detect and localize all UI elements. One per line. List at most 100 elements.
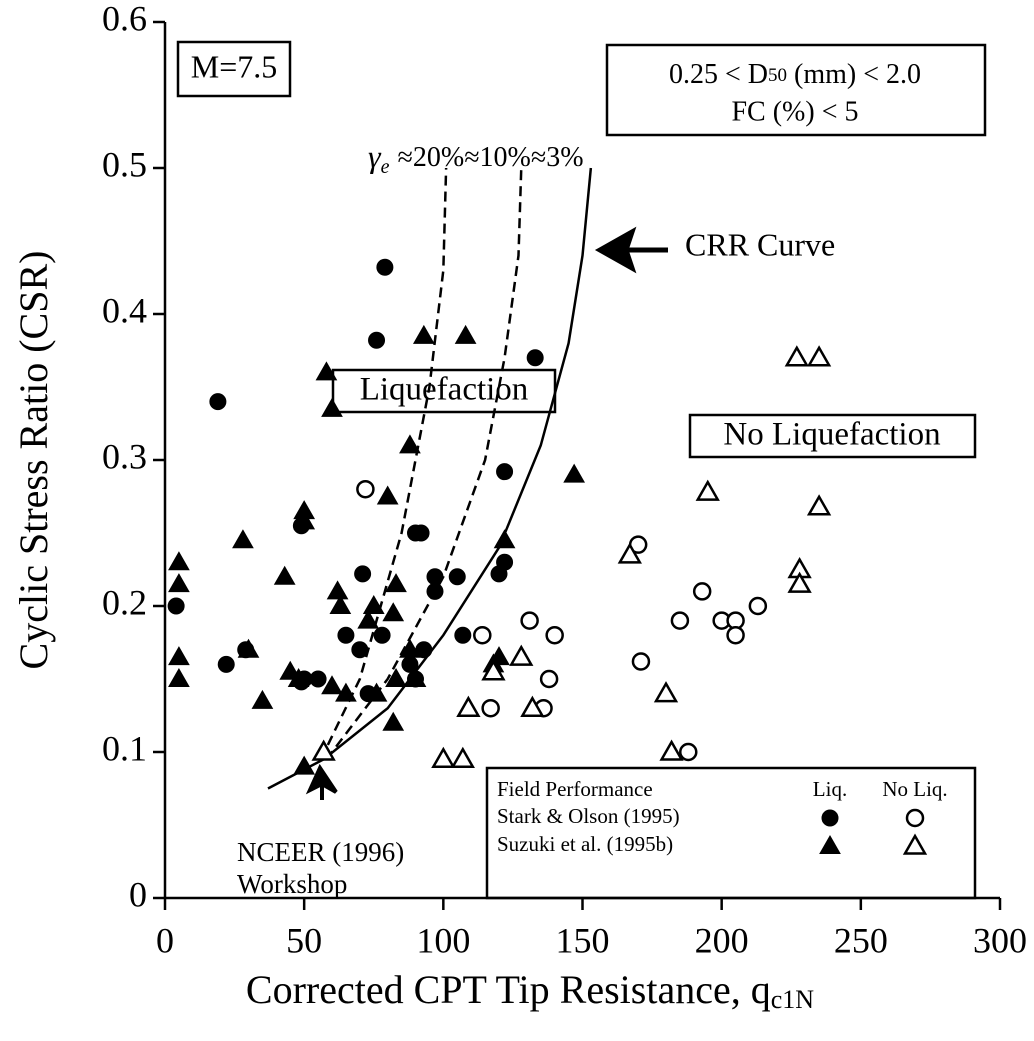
strain-label: γe ≈20%≈10%≈3%: [368, 138, 584, 177]
point-triangle: [335, 682, 357, 702]
point-triangle: [659, 739, 684, 761]
point-triangle: [293, 755, 316, 775]
point-circle: [354, 565, 372, 583]
noliq-label: No Liquefaction: [723, 417, 940, 453]
fines: FC (%) < 5: [731, 96, 858, 127]
y-tick-label: 0.1: [102, 728, 147, 768]
legend-title: Field Performance: [497, 777, 653, 801]
curve: [319, 167, 448, 760]
crr-arrow: [594, 226, 668, 274]
y-tick-label: 0.2: [102, 582, 147, 622]
point-triangle: [168, 573, 190, 593]
point-circle: [337, 626, 355, 644]
point-triangle: [329, 594, 352, 614]
point-triangle: [806, 345, 832, 367]
point-circle: [309, 670, 327, 688]
point-triangle: [293, 510, 316, 530]
x-label-main: Corrected CPT Tip Resistance, q: [246, 967, 771, 1012]
point-circle: [496, 553, 514, 571]
point-circle: [545, 625, 564, 645]
legend-column: No Liq.: [882, 777, 947, 801]
point-circle: [679, 742, 698, 762]
point-circle: [539, 669, 559, 689]
point-circle: [426, 582, 444, 600]
point-circle: [217, 655, 235, 673]
point-circle: [631, 652, 651, 671]
point-circle: [692, 582, 712, 601]
point-circle: [473, 625, 492, 645]
strain-symbol: γ: [368, 138, 382, 174]
point-triangle: [385, 573, 407, 593]
noliq-box: [688, 413, 977, 459]
legend-swatch: [905, 808, 925, 828]
point-circle: [356, 479, 375, 499]
grain-box: [605, 43, 987, 137]
y-axis-label: Cyclic Stress Ratio (CSR): [11, 251, 56, 670]
x-tick-label: 50: [286, 920, 322, 960]
point-triangle: [404, 667, 427, 687]
grain-sub: 50: [768, 65, 787, 86]
curve: [267, 167, 593, 790]
legend-label: Stark & Olson (1995): [497, 804, 680, 828]
point-triangle: [365, 682, 388, 702]
x-tick-label: 200: [695, 920, 749, 960]
y-tick-label: 0: [129, 874, 147, 914]
point-circle: [426, 568, 444, 586]
y-tick-label: 0.3: [102, 436, 147, 476]
point-triangle: [695, 479, 720, 501]
point-circle: [726, 625, 745, 645]
grain-pre: 0.25 < D: [669, 59, 768, 90]
point-triangle: [617, 542, 642, 564]
x-tick-label: 150: [556, 920, 610, 960]
legend-column: Liq.: [813, 777, 847, 801]
point-triangle: [784, 345, 809, 367]
point-triangle: [431, 746, 456, 769]
point-circle: [748, 596, 768, 616]
point-triangle: [653, 681, 679, 703]
strain-levels: ≈20%≈10%≈3%: [398, 142, 584, 173]
point-circle: [520, 611, 539, 630]
point-triangle: [399, 638, 421, 658]
point-triangle: [454, 324, 477, 344]
liq-label: Liquefaction: [360, 372, 529, 408]
point-triangle: [321, 397, 343, 417]
point-triangle: [787, 571, 812, 593]
legend-label: Suzuki et al. (1995b): [497, 832, 673, 856]
point-triangle: [399, 434, 421, 454]
point-triangle: [168, 667, 190, 687]
point-circle: [368, 331, 386, 349]
point-circle: [351, 641, 369, 659]
point-triangle: [315, 361, 338, 381]
x-label-sub: c1N: [771, 985, 815, 1014]
point-triangle: [382, 711, 405, 731]
point-triangle: [326, 580, 349, 600]
point-triangle: [251, 689, 274, 709]
point-triangle: [311, 739, 336, 761]
point-triangle: [376, 485, 399, 505]
point-triangle: [412, 324, 435, 344]
point-triangle: [456, 695, 481, 717]
point-triangle: [450, 746, 475, 769]
point-triangle: [385, 667, 407, 687]
point-circle: [496, 463, 514, 481]
strain-sub: e: [381, 156, 390, 178]
point-triangle: [232, 529, 254, 549]
point-triangle: [168, 551, 190, 571]
nceer-label-2: Workshop: [237, 869, 347, 899]
x-axis-label: Corrected CPT Tip Resistance, qc1N: [246, 967, 814, 1014]
point-circle: [376, 258, 394, 276]
point-circle: [454, 626, 472, 644]
point-triangle: [481, 659, 506, 681]
magnitude: M=7.5: [191, 48, 278, 84]
point-triangle: [237, 638, 260, 658]
nceer-label: NCEER (1996): [237, 837, 404, 867]
point-triangle: [520, 695, 545, 717]
x-tick-label: 0: [156, 920, 174, 960]
point-circle: [373, 626, 391, 644]
grain-post: (mm) < 2.0: [787, 59, 921, 90]
nceer-arrow: [305, 763, 338, 800]
grain-range: 0.25 < D50 (mm) < 2.0: [669, 59, 921, 90]
point-circle: [526, 349, 544, 367]
point-triangle: [321, 675, 343, 695]
